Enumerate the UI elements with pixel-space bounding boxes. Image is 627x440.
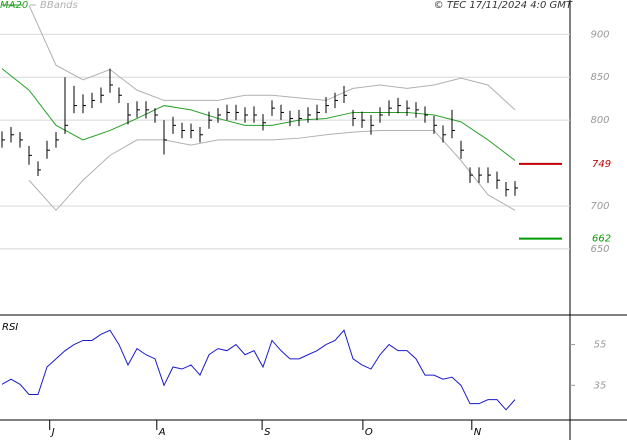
x-tick-label: S (264, 427, 271, 438)
y-tick-label: 700 (590, 201, 609, 212)
rsi-tick-label: 35 (594, 380, 607, 391)
legend-label: BBands (40, 0, 78, 11)
legend-label: MA20 (0, 0, 28, 11)
y-tick-label: 800 (590, 115, 609, 126)
rsi-label: RSI (2, 322, 18, 333)
rsi-line (1, 329, 516, 411)
y-tick-label: 900 (590, 29, 609, 40)
rsi-tick-label: 55 (594, 340, 607, 351)
level-label: 749 (592, 159, 611, 170)
copyright: © TEC 17/11/2024 4:0 GMT (434, 0, 573, 11)
y-tick-label: 650 (590, 244, 609, 255)
level-label: 662 (592, 234, 611, 245)
ma20-line (1, 68, 516, 161)
x-tick-label: J (50, 427, 55, 438)
x-tick-label: A (158, 427, 166, 438)
y-tick-label: 850 (590, 72, 609, 83)
x-tick-label: N (474, 427, 482, 438)
x-tick-label: O (365, 427, 373, 438)
